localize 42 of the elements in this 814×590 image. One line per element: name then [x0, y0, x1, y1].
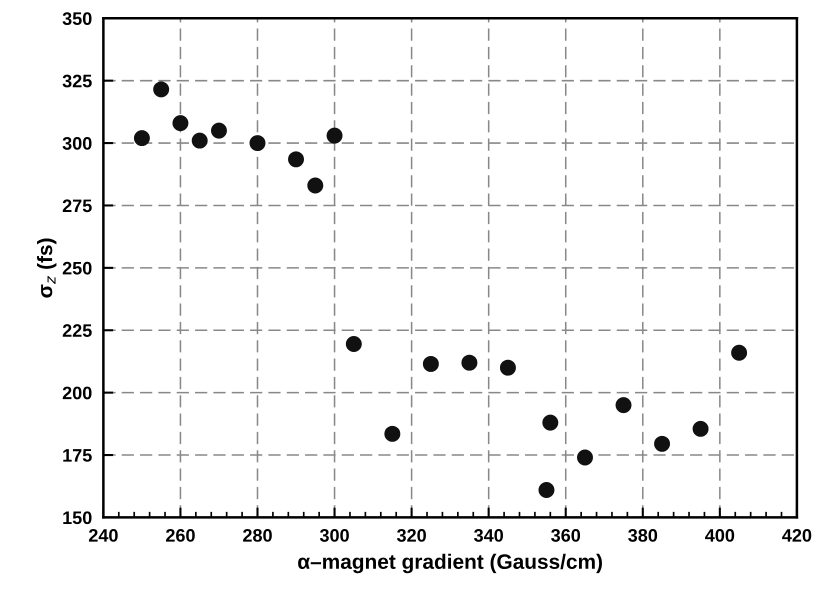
point: [307, 178, 324, 194]
y-tick-label: 350: [62, 12, 92, 26]
x-tick-label: 380: [628, 529, 658, 542]
y-tick-label: 300: [62, 137, 92, 150]
y-tick-label: 275: [62, 199, 92, 212]
point: [192, 132, 208, 149]
point: [346, 336, 362, 352]
point: [422, 356, 439, 372]
point: [461, 354, 478, 371]
point: [288, 151, 304, 168]
point: [654, 436, 670, 452]
y-axis-title: σ$_{z}$ (fs): [37, 238, 56, 298]
y-tick-label: 200: [62, 386, 92, 400]
point: [731, 344, 748, 361]
point: [577, 450, 593, 466]
x-tick-label: 280: [243, 529, 272, 542]
x-tick-label: 300: [320, 529, 349, 542]
y-tick-label: 175: [63, 449, 92, 462]
point: [153, 81, 170, 98]
point: [542, 414, 558, 431]
x-tick-label: 400: [705, 529, 734, 542]
x-tick-label: 340: [474, 529, 503, 542]
point: [692, 420, 709, 437]
y-tick-label: 225: [62, 324, 92, 337]
point: [326, 128, 343, 144]
point: [250, 135, 266, 152]
point: [134, 130, 150, 146]
x-tick-label: 420: [782, 529, 812, 542]
y-tick-label: 325: [62, 74, 92, 88]
x-tick-label: 240: [88, 529, 118, 542]
point: [384, 426, 400, 442]
x-axis-title: α–magnet gradient (Gauss/cm): [298, 554, 602, 574]
point: [538, 482, 554, 498]
x-tick-label: 260: [166, 529, 195, 542]
x-tick-label: 360: [551, 529, 580, 542]
point: [210, 122, 227, 139]
x-tick-label: 320: [396, 529, 426, 542]
y-tick-label: 150: [63, 511, 92, 524]
point: [500, 360, 516, 376]
point: [616, 397, 632, 414]
y-tick-label: 250: [62, 262, 92, 275]
point: [172, 115, 188, 132]
